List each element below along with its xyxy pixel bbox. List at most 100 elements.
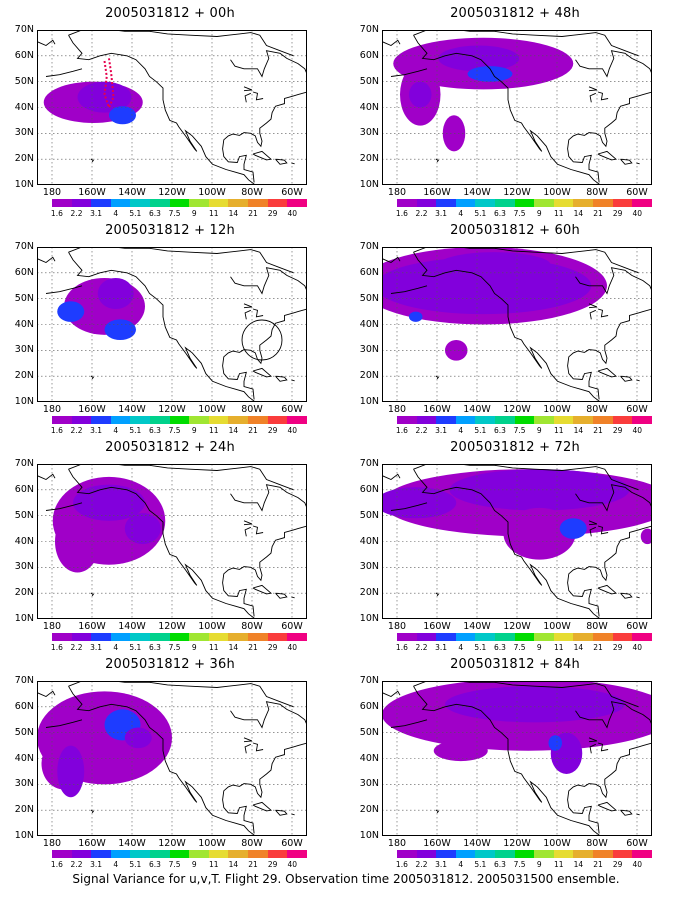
latitude-label: 40N — [14, 318, 34, 330]
map-border — [382, 247, 652, 402]
latitude-label: 60N — [14, 266, 34, 278]
latitude-label: 20N — [14, 587, 34, 599]
colorbar-label: 40 — [287, 209, 298, 218]
longitude-label: 140W — [118, 187, 146, 198]
colorbar-swatch — [553, 199, 574, 207]
latitude-label: 60N — [14, 483, 34, 495]
latitude-label: 20N — [359, 370, 379, 382]
colorbar-swatch — [397, 416, 417, 424]
colorbar-swatch — [534, 633, 554, 641]
latitude-label: 50N — [359, 726, 379, 738]
colorbar-swatch — [208, 850, 229, 858]
colorbar-swatch — [52, 850, 72, 858]
variance-contour — [124, 513, 161, 545]
colorbar-swatch — [553, 633, 574, 641]
panel-title: 2005031812 + 60h — [450, 223, 580, 238]
longitude-label: 180 — [42, 621, 62, 632]
colorbar — [397, 416, 652, 424]
colorbar-swatch — [71, 199, 92, 207]
panel-title: 2005031812 + 84h — [450, 657, 580, 672]
longitude-label: 160W — [78, 404, 106, 415]
panel-title: 2005031812 + 72h — [450, 440, 580, 455]
coastline — [275, 809, 288, 816]
colorbar-swatch — [612, 850, 633, 858]
latitude-label: 30N — [14, 127, 34, 139]
coastline — [620, 592, 633, 599]
map-plot-area — [37, 681, 307, 836]
colorbar-label: 14 — [573, 426, 584, 435]
colorbar-label: 29 — [612, 209, 623, 218]
panel-title: 2005031812 + 36h — [105, 657, 235, 672]
coastline — [230, 267, 307, 295]
colorbar-swatch — [416, 199, 437, 207]
colorbar-label: 4 — [113, 209, 119, 218]
coastline — [597, 91, 609, 101]
coastline — [291, 813, 295, 816]
map-panel: 2005031812 + 72h 70N 60N 50N 40N 30N 20N 10N 18… — [345, 434, 685, 652]
colorbar-label: 7.5 — [513, 426, 526, 435]
colorbar-label: 2.2 — [415, 860, 428, 869]
coastline — [588, 520, 598, 526]
colorbar-swatch — [553, 850, 574, 858]
latitude-label: 10N — [359, 613, 379, 624]
coastline — [589, 309, 596, 320]
longitude-label: 80W — [586, 838, 608, 849]
colorbar-label: 6.3 — [494, 860, 506, 869]
colorbar-label: 7.5 — [168, 426, 181, 435]
coastline — [636, 596, 640, 599]
colorbar-swatch — [228, 416, 249, 424]
coastline — [588, 303, 598, 309]
map-border — [382, 30, 652, 185]
longitude-label: 100W — [543, 621, 571, 632]
latitude-label: 70N — [14, 241, 34, 252]
latitude-label: 30N — [14, 561, 34, 573]
colorbar-label: 11 — [209, 209, 219, 218]
colorbar-swatch — [91, 199, 111, 207]
map-plot-area — [382, 30, 652, 185]
colorbar-swatch — [71, 633, 92, 641]
longitude-label: 80W — [586, 404, 608, 415]
map-border — [382, 464, 652, 619]
coastline — [597, 742, 609, 752]
latitude-label: 30N — [359, 127, 379, 139]
colorbar-label: 9 — [536, 426, 542, 435]
colorbar-label: 4 — [458, 643, 464, 652]
colorbar-swatch — [189, 850, 209, 858]
colorbar-label: 1.6 — [395, 860, 408, 869]
coastline — [244, 92, 251, 103]
latitude-label: 30N — [14, 778, 34, 790]
coastline — [90, 809, 95, 814]
map-plot-area — [382, 681, 652, 836]
colorbar-label: 5.1 — [474, 643, 487, 652]
colorbar-label: 1.6 — [395, 426, 408, 435]
colorbar-swatch — [189, 416, 209, 424]
figure-caption: Signal Variance for u,v,T. Flight 29. Ob… — [72, 872, 620, 886]
longitude-label: 60W — [626, 404, 648, 415]
colorbar-label: 7.5 — [168, 643, 181, 652]
coastline — [435, 592, 440, 597]
coastline — [589, 92, 596, 103]
latitude-label: 40N — [14, 535, 34, 547]
colorbar-label: 21 — [248, 860, 258, 869]
latitude-label: 70N — [359, 24, 379, 35]
colorbar-swatch — [514, 416, 535, 424]
longitude-label: 180 — [387, 838, 407, 849]
latitude-label: 70N — [359, 241, 379, 252]
map-panel: 2005031812 + 12h 70N 60N 50N 40N 30N 20N 10N 18… — [0, 217, 340, 435]
colorbar-label: 21 — [593, 860, 603, 869]
variance-contour — [104, 319, 136, 340]
coastline — [567, 91, 652, 183]
colorbar-swatch — [495, 633, 515, 641]
longitude-label: 140W — [463, 404, 491, 415]
colorbar-label: 9 — [191, 643, 197, 652]
coastline — [413, 681, 639, 708]
map-svg — [37, 464, 307, 619]
colorbar-swatch — [593, 416, 613, 424]
variance-contour — [73, 484, 145, 521]
colorbar-label: 29 — [612, 860, 623, 869]
latitude-label: 70N — [14, 24, 34, 35]
coastline — [390, 285, 428, 294]
longitude-label: 80W — [241, 621, 263, 632]
coastline — [222, 742, 307, 834]
variance-contour — [109, 106, 136, 125]
